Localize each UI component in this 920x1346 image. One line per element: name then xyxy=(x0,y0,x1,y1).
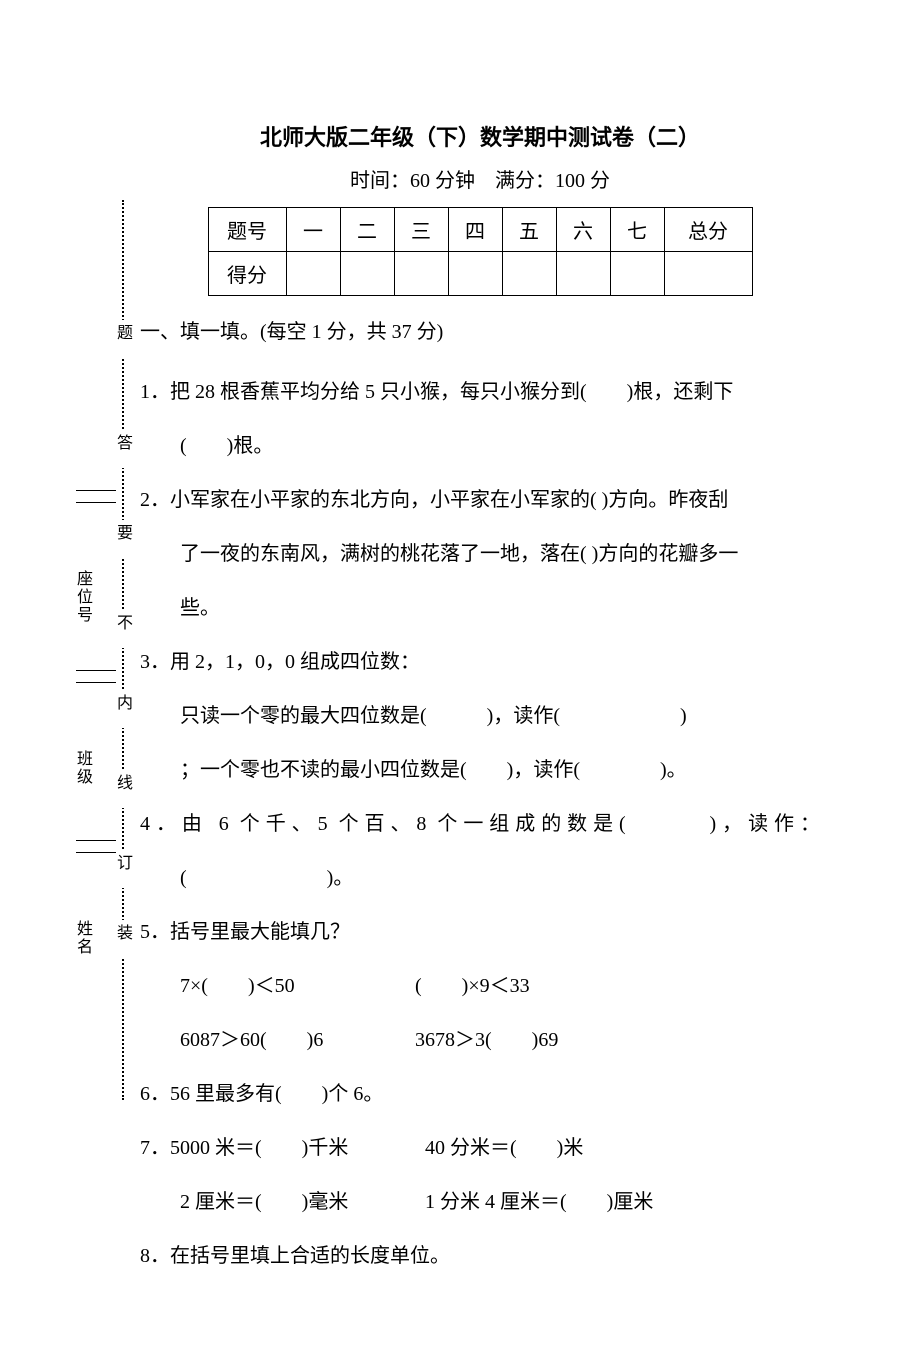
vmark-bu: 不 xyxy=(110,610,134,648)
score-cell[interactable] xyxy=(502,252,556,296)
col-6: 六 xyxy=(556,208,610,252)
col-3: 三 xyxy=(394,208,448,252)
q5b-right: 3678＞3( )69 xyxy=(415,1029,558,1051)
score-cell[interactable] xyxy=(448,252,502,296)
vmark-xian: 线 xyxy=(110,770,134,808)
col-2: 二 xyxy=(340,208,394,252)
question-6: 6．56 里最多有( )个 6。 xyxy=(140,1070,820,1118)
question-1: 1．把 28 根香蕉平均分给 5 只小猴，每只小猴分到( )根，还剩下 xyxy=(140,368,820,416)
q5a-left: 7×( )＜50 xyxy=(180,962,410,1010)
question-2b: 了一夜的东南风，满树的桃花落了一地，落在( )方向的花瓣多一 xyxy=(140,530,820,578)
exam-subtitle: 时间：60 分钟 满分：100 分 xyxy=(140,164,820,193)
question-5: 5．括号里最大能填几？ xyxy=(140,908,820,956)
vmark-ti: 题 xyxy=(110,320,134,358)
vmark-yao: 要 xyxy=(110,520,134,558)
label-name: 姓名 xyxy=(70,920,94,956)
table-score-row: 得分 xyxy=(208,252,752,296)
question-4a: 4．由 6 个千、5 个百、8 个一组成的数是( )，读作： xyxy=(140,800,820,848)
col-total: 总分 xyxy=(664,208,752,252)
q7b-left: 2 厘米＝( )毫米 xyxy=(180,1178,420,1226)
question-3b: ；一个零也不读的最小四位数是( )，读作( )。 xyxy=(140,746,820,794)
exam-title: 北师大版二年级（下）数学期中测试卷（二） xyxy=(140,120,820,152)
question-7-row2: 2 厘米＝( )毫米 1 分米 4 厘米＝( )厘米 xyxy=(140,1178,820,1226)
vmark-nei: 内 xyxy=(110,690,134,728)
col-4: 四 xyxy=(448,208,502,252)
question-7-row1: 7．5000 米＝( )千米 40 分米＝( )米 xyxy=(140,1124,820,1172)
q7a-left: 7．5000 米＝( )千米 xyxy=(140,1124,420,1172)
question-3: 3．用 2，1，0，0 组成四位数： xyxy=(140,638,820,686)
binding-strip: 题 答 要 不 内 线 订 装 座位号 班级 姓名 xyxy=(40,200,130,1100)
score-cell[interactable] xyxy=(286,252,340,296)
label-seat: 座位号 xyxy=(70,570,94,624)
question-2c: 些。 xyxy=(140,584,820,632)
label-class: 班级 xyxy=(70,750,94,786)
q5b-left: 6087＞60( )6 xyxy=(180,1016,410,1064)
q7a-right: 40 分米＝( )米 xyxy=(425,1137,583,1159)
table-header-row: 题号 一 二 三 四 五 六 七 总分 xyxy=(208,208,752,252)
page-content: 北师大版二年级（下）数学期中测试卷（二） 时间：60 分钟 满分：100 分 题… xyxy=(0,0,920,1346)
score-cell[interactable] xyxy=(556,252,610,296)
col-7: 七 xyxy=(610,208,664,252)
question-4b: ( )。 xyxy=(140,854,820,902)
question-8: 8．在括号里填上合适的长度单位。 xyxy=(140,1232,820,1280)
score-cell[interactable] xyxy=(340,252,394,296)
q7b-right: 1 分米 4 厘米＝( )厘米 xyxy=(425,1191,653,1213)
q5a-right: ( )×9＜33 xyxy=(415,975,530,997)
question-5-row2: 6087＞60( )6 3678＞3( )69 xyxy=(140,1016,820,1064)
score-cell[interactable] xyxy=(610,252,664,296)
question-2a: 2．小军家在小平家的东北方向，小平家在小军家的( )方向。昨夜刮 xyxy=(140,476,820,524)
row1-label: 题号 xyxy=(208,208,286,252)
question-3a: 只读一个零的最大四位数是( )，读作( ) xyxy=(140,692,820,740)
vmark-ding: 订 xyxy=(110,850,134,888)
col-5: 五 xyxy=(502,208,556,252)
question-1-sub: ( )根。 xyxy=(140,422,820,470)
question-5-row1: 7×( )＜50 ( )×9＜33 xyxy=(140,962,820,1010)
section-1-title: 一、填一填。(每空 1 分，共 37 分) xyxy=(140,314,820,350)
score-table: 题号 一 二 三 四 五 六 七 总分 得分 xyxy=(208,207,753,296)
score-cell[interactable] xyxy=(664,252,752,296)
vmark-zhuang: 装 xyxy=(110,920,134,958)
col-1: 一 xyxy=(286,208,340,252)
row2-label: 得分 xyxy=(208,252,286,296)
score-cell[interactable] xyxy=(394,252,448,296)
vmark-da: 答 xyxy=(110,430,134,468)
